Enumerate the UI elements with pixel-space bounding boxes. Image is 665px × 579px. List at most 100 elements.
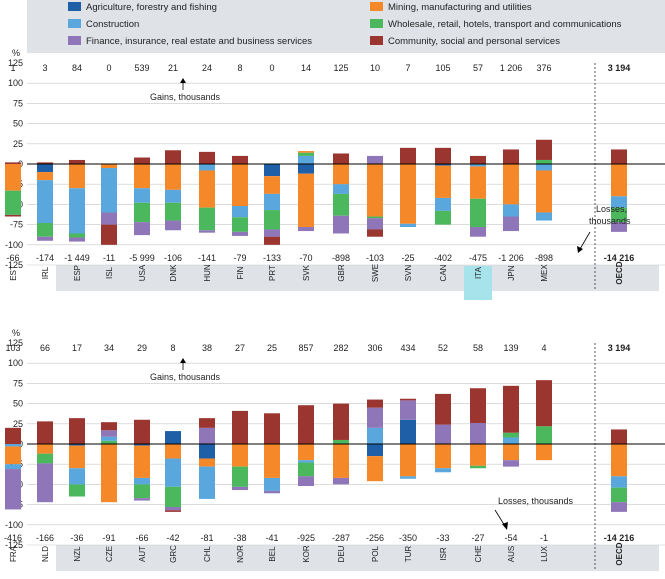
category-label-fin: FIN bbox=[236, 266, 245, 279]
bar-can bbox=[435, 147, 451, 225]
category-label-lux: LUX bbox=[540, 546, 549, 562]
gain-label-isl: 0 bbox=[106, 63, 111, 73]
bar-segment-comm bbox=[611, 149, 627, 164]
y-tick-label: -100 bbox=[5, 520, 23, 530]
bar-segment-mining bbox=[298, 173, 314, 228]
bar-segment-constr bbox=[134, 477, 150, 485]
bar-segment-trade bbox=[611, 487, 627, 503]
bar-kor bbox=[298, 405, 314, 487]
bar-segment-trade bbox=[165, 202, 181, 221]
bar-irl bbox=[37, 162, 53, 241]
gain-label-tur: 434 bbox=[400, 343, 415, 353]
bar-oecd bbox=[611, 429, 627, 512]
legend-item-mining: Mining, manufacturing and utilities bbox=[370, 2, 532, 13]
bar-segment-comm bbox=[5, 427, 21, 444]
category-label-grc: GRC bbox=[169, 545, 178, 563]
loss-label-bel: -41 bbox=[265, 533, 278, 543]
bar-mex bbox=[536, 139, 552, 221]
gain-label-jpn: 1 206 bbox=[500, 63, 523, 73]
gain-label-oecd: 3 194 bbox=[608, 63, 631, 73]
loss-label-isr: -33 bbox=[436, 533, 449, 543]
gain-label-swe: 10 bbox=[370, 63, 380, 73]
category-label-aus: AUS bbox=[507, 546, 516, 562]
bar-segment-trade bbox=[333, 439, 349, 444]
bar-est bbox=[5, 162, 21, 217]
legend-label-finance: Finance, insurance, real estate and busi… bbox=[86, 36, 312, 47]
bar-segment-fin bbox=[264, 490, 280, 494]
bar-segment-constr bbox=[101, 168, 117, 213]
gain-label-mex: 376 bbox=[536, 63, 551, 73]
bar-segment-mining bbox=[37, 172, 53, 181]
bar-segment-mining bbox=[199, 170, 215, 208]
bar-segment-constr bbox=[503, 437, 519, 444]
category-label-deu: DEU bbox=[337, 545, 346, 562]
legend-item-finance: Finance, insurance, real estate and busi… bbox=[68, 36, 312, 47]
bar-segment-constr bbox=[333, 184, 349, 194]
bar-segment-constr bbox=[101, 436, 117, 441]
bar-segment-mining bbox=[435, 165, 451, 198]
bar-segment-trade bbox=[232, 466, 248, 487]
legend-item-construction: Construction bbox=[68, 19, 139, 30]
category-label-oecd: OECD bbox=[615, 542, 624, 565]
gain-label-deu: 282 bbox=[333, 343, 348, 353]
loss-label-esp: -1 449 bbox=[64, 253, 90, 263]
losses-annotation: Losses, thousands bbox=[498, 496, 574, 506]
loss-label-mex: -898 bbox=[535, 253, 553, 263]
bar-segment-mining bbox=[101, 164, 117, 169]
loss-label-deu: -287 bbox=[332, 533, 350, 543]
bar-segment-comm bbox=[536, 139, 552, 160]
loss-label-grc: -42 bbox=[166, 533, 179, 543]
bar-segment-fin bbox=[264, 229, 280, 237]
bar-segment-constr bbox=[611, 476, 627, 488]
category-label-kor: KOR bbox=[302, 545, 311, 563]
category-label-oecd: OECD bbox=[615, 261, 624, 284]
bar-isr bbox=[435, 393, 451, 473]
gain-label-bel: 25 bbox=[267, 343, 277, 353]
bar-segment-fin bbox=[165, 220, 181, 231]
category-label-dnk: DNK bbox=[169, 264, 178, 282]
bar-segment-agri bbox=[69, 444, 85, 446]
bar-che bbox=[470, 388, 486, 469]
bar-hun bbox=[199, 151, 215, 233]
bar-segment-trade bbox=[470, 198, 486, 228]
bar-segment-constr bbox=[298, 460, 314, 463]
bar-segment-comm bbox=[232, 155, 248, 164]
loss-label-jpn: -1 206 bbox=[498, 253, 524, 263]
gain-label-chl: 38 bbox=[202, 343, 212, 353]
gain-label-fra: 103 bbox=[5, 343, 20, 353]
bar-segment-agri bbox=[435, 164, 451, 166]
gains-row bbox=[27, 62, 665, 74]
loss-label-hun: -141 bbox=[198, 253, 216, 263]
bar-swe bbox=[367, 155, 383, 237]
bar-segment-mining bbox=[165, 444, 181, 459]
loss-label-nld: -166 bbox=[36, 533, 54, 543]
bar-svn bbox=[400, 147, 416, 228]
legend-item-trade: Wholesale, retail, hotels, transport and… bbox=[370, 19, 622, 30]
bar-segment-constr bbox=[199, 466, 215, 499]
bar-segment-agri bbox=[400, 419, 416, 444]
bar-segment-comm bbox=[199, 418, 215, 428]
bar-deu bbox=[333, 403, 349, 485]
bar-segment-mining bbox=[101, 444, 117, 503]
bar-segment-comm bbox=[470, 155, 486, 164]
category-label-nld: NLD bbox=[41, 546, 50, 562]
bar-segment-trade bbox=[298, 462, 314, 477]
category-label-cze: CZE bbox=[105, 546, 114, 562]
bar-pol bbox=[367, 399, 383, 482]
gains-annotation: Gains, thousands bbox=[150, 92, 221, 102]
bar-segment-trade bbox=[611, 207, 627, 223]
bar-segment-agri bbox=[165, 431, 181, 444]
loss-label-can: -402 bbox=[434, 253, 452, 263]
bar-segment-constr bbox=[435, 468, 451, 473]
bar-segment-agri bbox=[264, 164, 280, 177]
losses-arrowhead bbox=[577, 246, 583, 253]
loss-label-cze: -91 bbox=[102, 533, 115, 543]
bar-segment-comm bbox=[333, 403, 349, 440]
bar-nld bbox=[37, 421, 53, 503]
bar-segment-comm bbox=[5, 214, 21, 217]
bar-fin bbox=[232, 155, 248, 236]
gain-label-grc: 8 bbox=[170, 343, 175, 353]
bar-segment-comm bbox=[435, 393, 451, 425]
gain-label-gbr: 125 bbox=[333, 63, 348, 73]
